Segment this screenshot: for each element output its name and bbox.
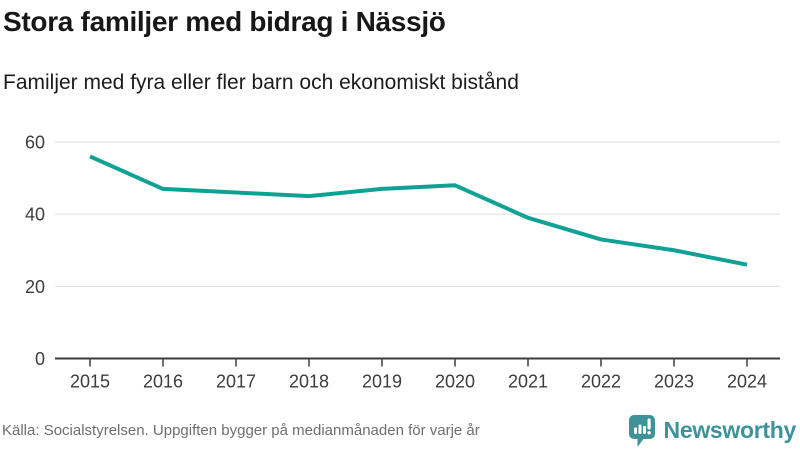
- y-tick-label: 20: [25, 277, 45, 297]
- newsworthy-logo: Newsworthy: [627, 413, 796, 447]
- line-chart: 0 20 40 60 2015 2016 2017 2018 2019 2020 2021 2022 2…: [25, 133, 780, 392]
- y-tick-label: 0: [35, 349, 45, 369]
- y-tick-label: 40: [25, 205, 45, 225]
- newsworthy-wordmark: Newsworthy: [663, 416, 797, 443]
- x-tick-label: 2015: [70, 372, 110, 392]
- x-tick-label: 2024: [727, 372, 767, 392]
- chart-footer: Källa: Socialstyrelsen. Uppgiften bygger…: [2, 413, 796, 447]
- chart-title: Stora familjer med bidrag i Nässjö: [3, 6, 446, 37]
- data-line: [89, 154, 748, 267]
- newsworthy-logo-icon: [628, 415, 655, 447]
- y-tick-label: 60: [25, 133, 45, 153]
- x-tick-label: 2018: [289, 372, 329, 392]
- x-tick-label: 2023: [654, 372, 694, 392]
- x-tick-label: 2017: [216, 372, 256, 392]
- source-note: Källa: Socialstyrelsen. Uppgiften bygger…: [2, 421, 480, 439]
- x-tick-label: 2021: [508, 372, 548, 392]
- x-tick-label: 2019: [362, 372, 402, 392]
- chart-subtitle: Familjer med fyra eller fler barn och ek…: [3, 71, 519, 94]
- x-tick-label: 2020: [435, 372, 475, 392]
- x-tick-label: 2022: [581, 372, 621, 392]
- x-tick-label: 2016: [143, 372, 183, 392]
